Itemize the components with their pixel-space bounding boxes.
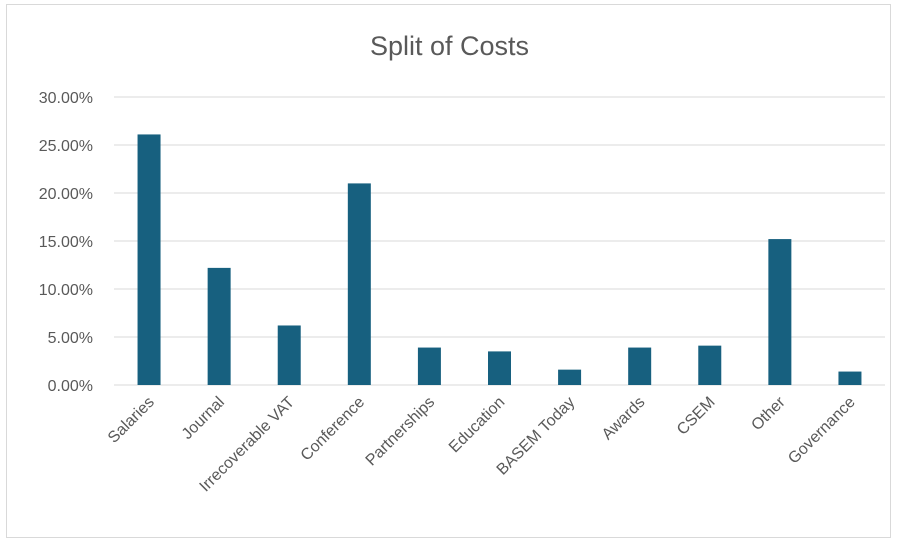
- bar-csem: [698, 345, 722, 385]
- x-category-label: CSEM: [674, 394, 719, 439]
- y-tick-label: 15.00%: [39, 234, 93, 251]
- chart-area: Split of Costs 0.00% 5.00% 10.00% 15.00% 20.…: [6, 4, 891, 538]
- bar-partnerships: [417, 347, 441, 385]
- y-tick-label: 20.00%: [39, 186, 93, 203]
- bar-awards: [628, 347, 652, 385]
- x-category-label: Journal: [179, 394, 228, 443]
- bar-salaries: [137, 134, 161, 385]
- chart-title: Split of Costs: [369, 31, 530, 61]
- gridlines: [114, 96, 885, 386]
- y-axis-ticks: 0.00% 5.00% 10.00% 15.00% 20.00% 25.00% 30.00%: [39, 90, 93, 395]
- chart-plot: 0.00% 5.00% 10.00% 15.00% 20.00% 25.00% 30.00%…: [39, 90, 885, 495]
- y-tick-label: 0.00%: [48, 378, 93, 395]
- y-tick-label: 30.00%: [39, 90, 93, 107]
- x-category-label: Education: [446, 394, 508, 456]
- x-category-label: Conference: [298, 394, 369, 465]
- x-category-label: Governance: [785, 394, 859, 468]
- bar-irrecoverable-vat: [277, 325, 301, 385]
- y-tick-label: 10.00%: [39, 282, 93, 299]
- bars: [137, 134, 862, 385]
- bar-journal: [207, 267, 231, 385]
- y-tick-label: 25.00%: [39, 138, 93, 155]
- y-tick-label: 5.00%: [48, 330, 93, 347]
- x-category-label: Partnerships: [363, 394, 439, 470]
- bar-education: [488, 351, 511, 385]
- bar-basem-today: [558, 369, 582, 385]
- x-category-label: Salaries: [105, 394, 158, 447]
- bar-governance: [838, 371, 862, 385]
- x-category-label: Awards: [599, 394, 649, 444]
- x-category-label: Other: [748, 393, 789, 434]
- bar-other: [768, 239, 792, 385]
- bar-conference: [347, 183, 371, 385]
